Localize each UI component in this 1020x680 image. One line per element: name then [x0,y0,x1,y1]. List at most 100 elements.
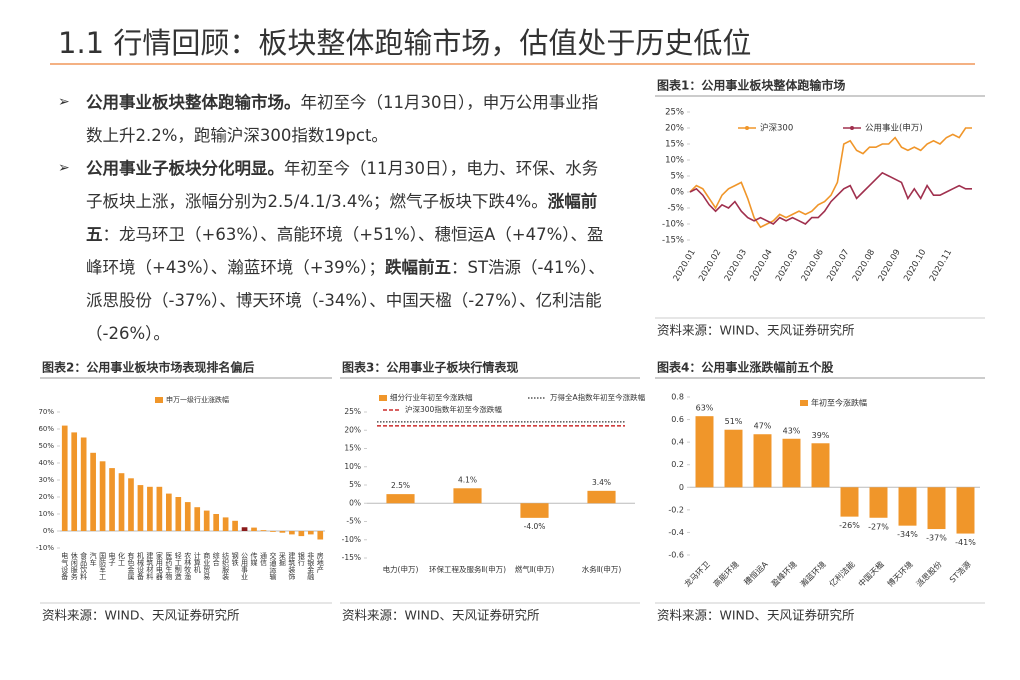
value-label: -4.0% [524,522,546,531]
x-tick-label: 龙马环卫 [682,559,712,589]
y-tick-label: -0.6 [668,551,684,560]
bar [289,531,295,535]
x-tick-label: 电子 [108,551,116,566]
bar [317,531,324,540]
value-label: -26% [839,521,860,530]
x-tick-label: 医药生物 [165,552,173,581]
legend-swatch [379,395,387,401]
x-tick-label: 银行 [297,551,305,567]
legend-label: 公用事业(申万) [865,123,923,134]
value-label: 63% [696,404,714,413]
x-tick-label: 2020.04 [748,248,774,283]
y-tick-label: -0.4 [668,528,684,537]
bullet-strong: 公用事业子板块分化明显。 [86,159,284,178]
y-tick-label: 60% [38,425,54,433]
x-tick-label: 商业贸易 [203,551,211,581]
y-tick-label: 20% [344,425,361,434]
bullet: 公用事业板块整体跑输市场。年初至今（11月30日），申万公用事业指数上升2.2%… [58,86,606,152]
x-tick-label: 电气设备 [61,551,69,581]
x-tick-label: 2020.06 [800,248,826,283]
bar [184,502,191,531]
legend-marker [745,126,749,130]
y-tick-label: 5% [349,480,361,489]
bar [811,443,830,488]
x-tick-label: 房地产 [316,551,324,574]
x-tick-label: 有色金属 [127,551,135,581]
legend-swatch [800,400,808,406]
y-tick-label: 50% [38,442,54,450]
value-label: -34% [897,530,918,539]
y-tick-label: 15% [344,444,361,453]
bullet-text: ：龙马环卫（+63%）、高能环境（+51%）、穗恒运A（+47%）、盈峰环境（+… [86,225,604,277]
bar [147,486,153,531]
page-title: 1.1 行情回顾：板块整体跑输市场，估值处于历史低位 [58,26,752,60]
x-tick-label: 燃气Ⅱ(申万) [515,564,555,574]
y-tick-label: 0.4 [671,438,684,447]
x-tick-label: 农林牧渔 [184,551,192,581]
y-tick-label: 20% [38,493,54,501]
value-label: 2.5% [391,481,410,490]
source: 资料来源：WIND、天风证券研究所 [657,608,855,623]
bullet-list: 公用事业板块整体跑输市场。年初至今（11月30日），申万公用事业指数上升2.2%… [58,86,606,350]
legend-label: 年初至今涨跌幅 [811,398,867,408]
bar [222,517,229,531]
series-line [689,127,972,229]
x-tick-label: 2020.01 [672,248,698,283]
value-label: -37% [926,534,947,543]
bar [194,507,201,531]
y-tick-label: 15% [665,140,684,150]
bar [175,497,182,531]
x-tick-label: 采掘 [278,551,286,567]
x-tick-label: 交通运输 [269,551,277,581]
y-tick-label: -5% [346,517,361,526]
bullet: 公用事业子板块分化明显。年初至今（11月30日），电力、环保、水务子板块上涨，涨… [58,152,606,350]
bar [109,468,115,531]
bar [260,530,267,531]
y-tick-label: 10% [665,156,684,166]
bar [453,488,482,504]
bar [840,487,859,517]
bar [298,531,305,537]
value-label: 51% [725,417,743,426]
x-tick-label: 国防军工 [99,552,107,580]
bar [251,527,257,531]
y-tick-label: -10% [662,220,684,230]
x-tick-label: 穗恒运A [742,559,770,587]
x-tick-label: 2020.08 [851,248,877,283]
bar [587,490,616,504]
y-tick-label: 0.8 [671,393,684,402]
x-tick-label: 2020.03 [723,248,749,283]
x-tick-label: 盈峰环境 [769,559,799,589]
bar [307,531,314,535]
y-tick-label: 0% [349,498,361,507]
y-tick-label: 0 [679,483,684,492]
x-tick-label: 2020.07 [825,248,851,283]
x-tick-label: 钢铁 [231,551,239,567]
x-tick-label: 综合 [212,551,220,567]
bullet-text: 年初至今（11月30日），电力、环保、水务子板块上涨，涨幅分别为2.5/4.1/… [86,159,599,211]
bar [927,487,946,530]
value-label: -41% [955,538,976,547]
x-tick-label: 通信 [259,551,267,567]
x-tick-label: 公用事业 [241,552,249,580]
source: 资料来源：WIND、天风证券研究所 [342,608,540,623]
bar [869,487,888,518]
bar [213,514,219,531]
x-tick-label: 汽车 [89,551,97,567]
bar [695,416,714,488]
x-tick-label: 2020.11 [928,248,954,283]
bullet-text: ：ST浩源（-41%）、派思股份（-37%）、博天环境（-34%）、中国天楹（-… [86,258,605,343]
y-tick-label: 10% [38,510,54,518]
bar [724,429,743,488]
value-label: -27% [868,522,889,531]
bar [753,434,772,488]
x-tick-label: 休闲服务 [70,551,78,581]
bullet-strong: 涨幅前五 [86,192,598,244]
x-tick-label: 食品饮料 [80,551,88,581]
bullet-text: 年初至今（11月30日），申万公用事业指数上升2.2%，跑输沪深300指数19p… [86,93,599,145]
bullet-strong: 跌幅前五 [385,258,451,277]
x-tick-label: 机械设备 [136,551,144,581]
x-tick-label: 轻工制造 [174,551,182,581]
x-tick-label: 化工 [118,551,126,566]
y-tick-label: 0.2 [671,460,684,469]
